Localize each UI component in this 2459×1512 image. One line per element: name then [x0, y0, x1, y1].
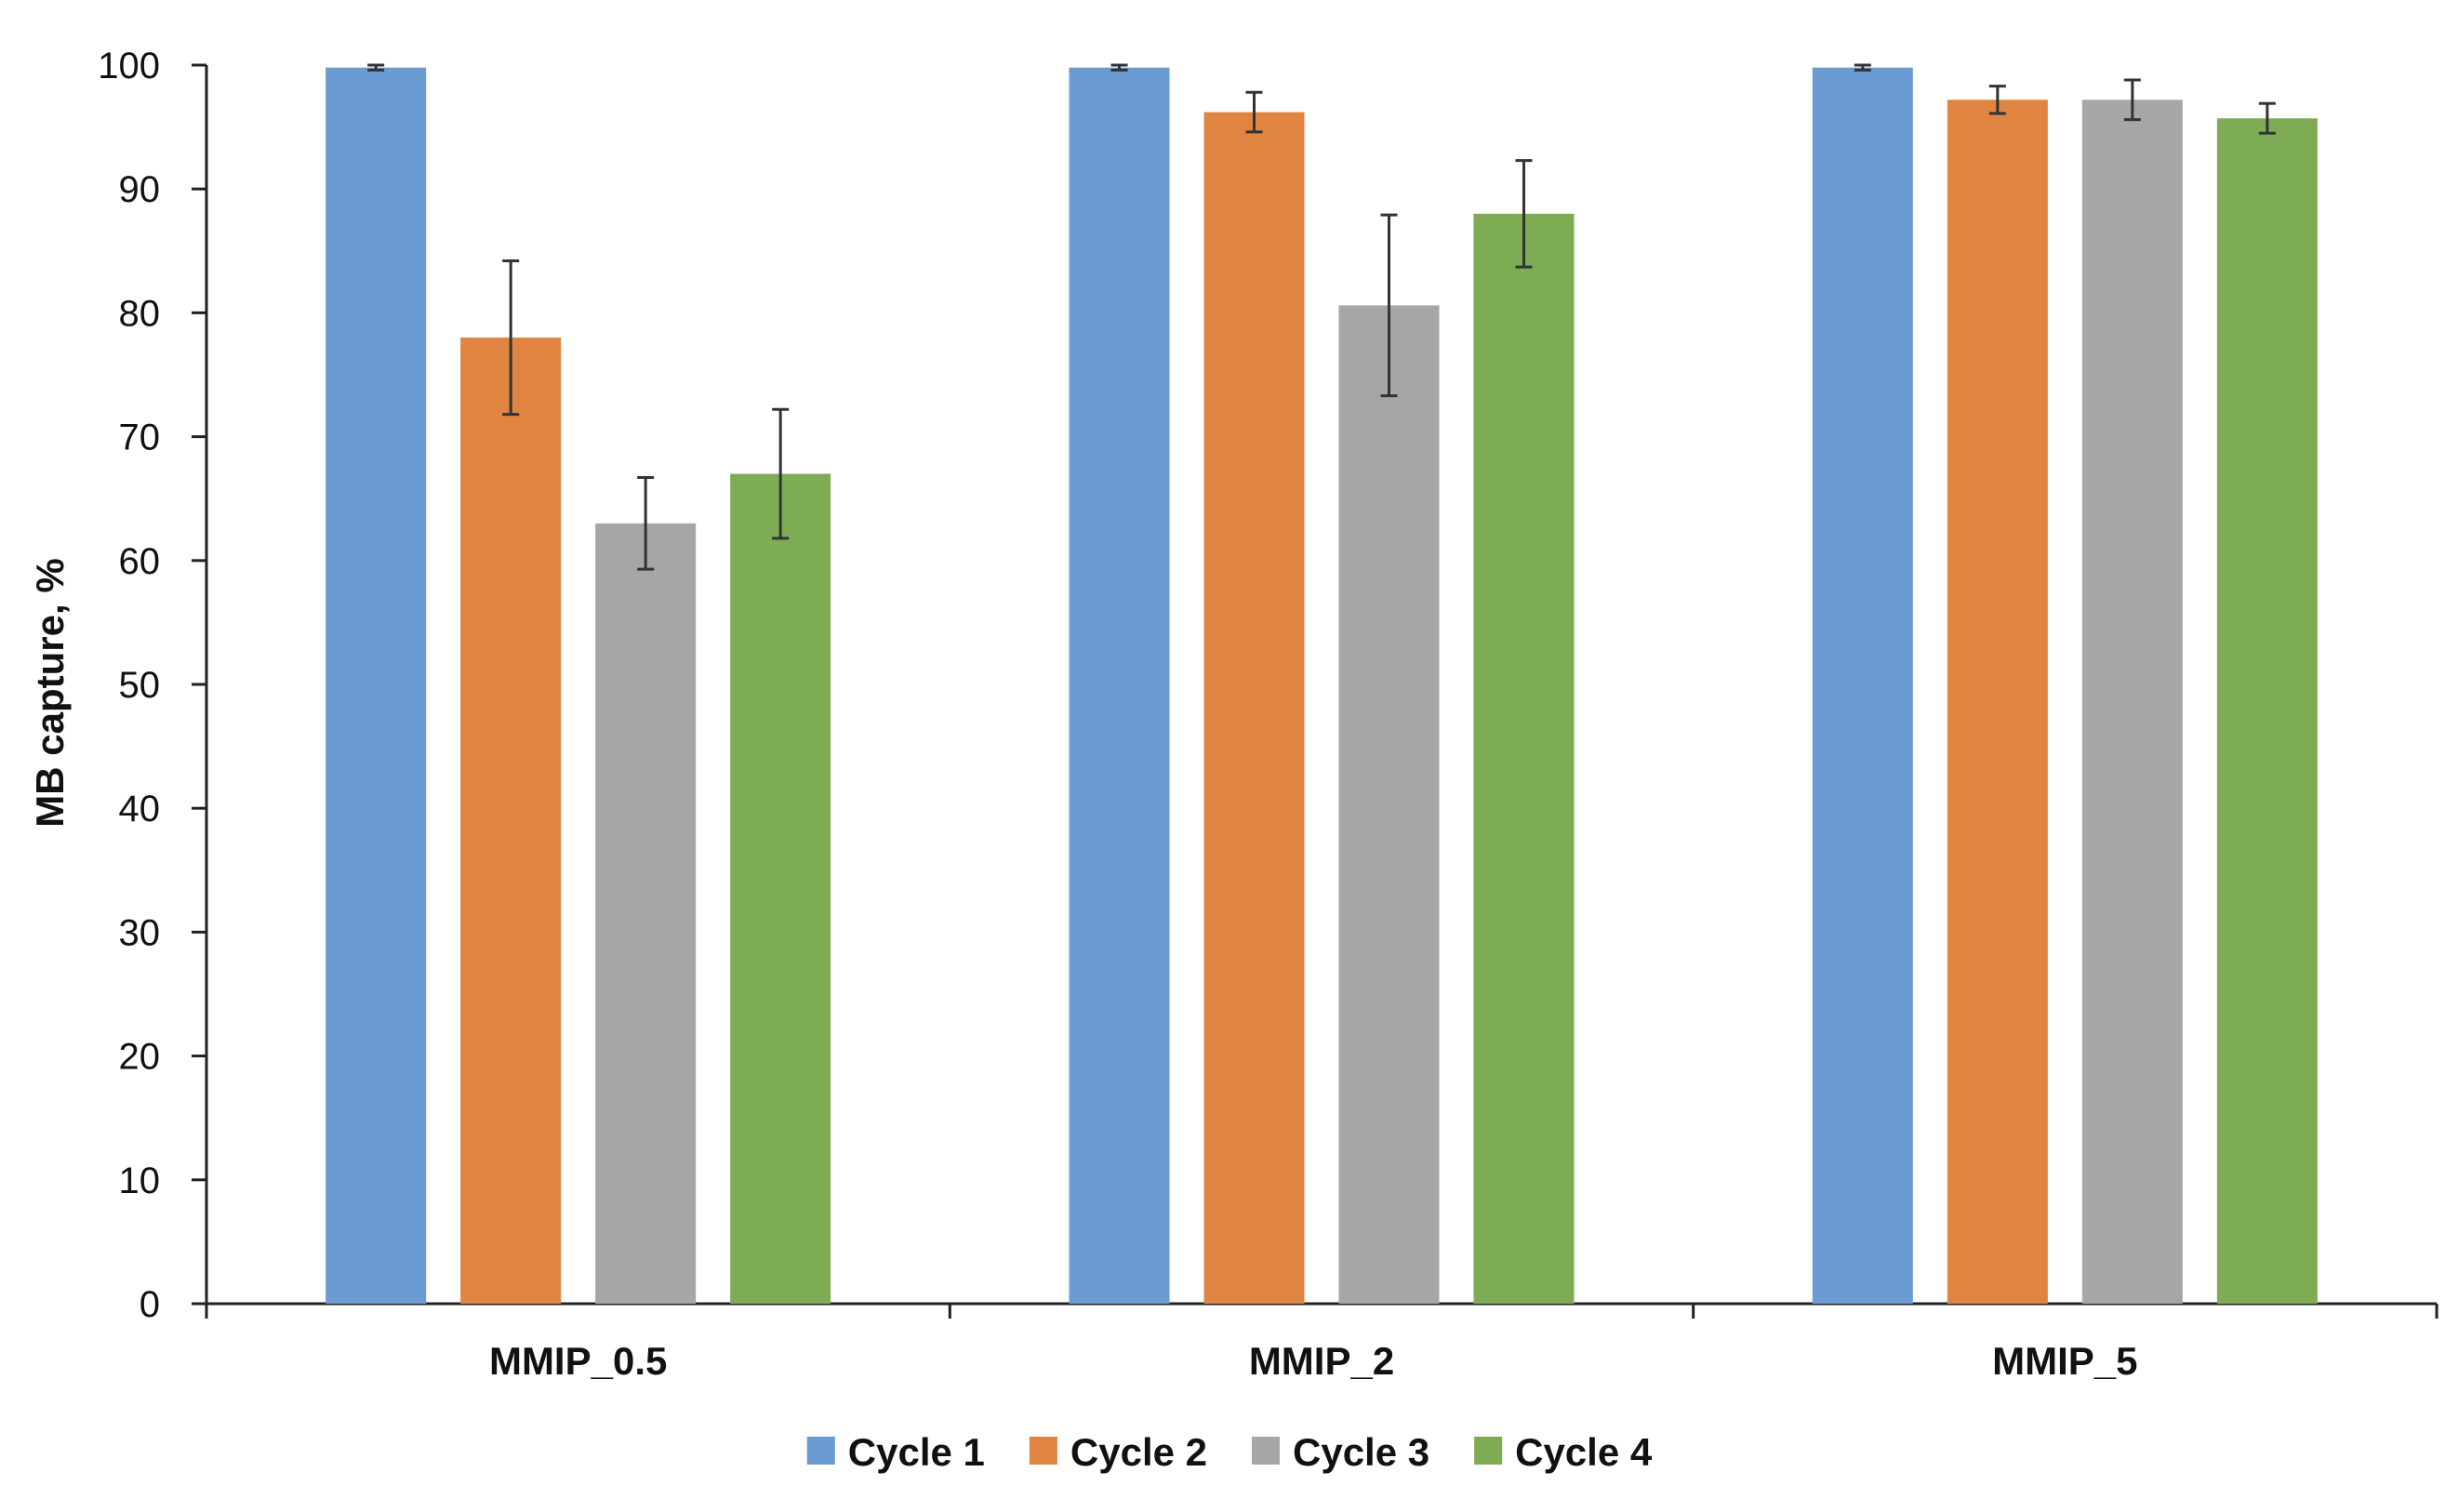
- y-tick-label: 30: [119, 912, 161, 953]
- y-tick-label: 80: [119, 293, 161, 334]
- x-tick-label: MMIP_0.5: [489, 1339, 667, 1383]
- y-axis-label: MB capture, %: [28, 558, 72, 827]
- legend-swatch: [1474, 1437, 1503, 1465]
- legend-swatch: [1029, 1437, 1057, 1465]
- bars: [326, 67, 2318, 1305]
- bar: [730, 473, 831, 1304]
- bar: [326, 67, 427, 1304]
- legend-label: Cycle 1: [848, 1430, 985, 1474]
- bar: [1473, 213, 1575, 1305]
- bar: [1947, 99, 2048, 1304]
- y-tick-label: 90: [119, 169, 161, 210]
- axes: 0 10 20 30 40 50 60 70 80 90 100 MMIP_0.5 MMIP_2 MMIP…: [98, 46, 2439, 1383]
- y-tick-label: 60: [119, 541, 161, 582]
- y-tick-label: 50: [119, 665, 161, 706]
- x-tick-label: MMIP_5: [1992, 1339, 2137, 1383]
- legend-label: Cycle 4: [1515, 1430, 1653, 1474]
- x-tick-label: MMIP_2: [1249, 1339, 1394, 1383]
- axis-labels: MB capture, %: [28, 558, 72, 827]
- y-tick-label: 70: [119, 418, 161, 458]
- y-tick-label: 100: [98, 46, 160, 86]
- legend: Cycle 1 Cycle 2 Cycle 3 Cycle 4: [806, 1430, 1653, 1474]
- bar: [1203, 112, 1305, 1305]
- y-tick-label: 0: [140, 1284, 160, 1325]
- error-bars: [367, 63, 2276, 571]
- bar: [2081, 99, 2183, 1304]
- y-tick-label: 20: [119, 1037, 161, 1078]
- legend-label: Cycle 2: [1070, 1430, 1207, 1474]
- bar: [1812, 67, 1913, 1304]
- legend-label: Cycle 3: [1293, 1430, 1429, 1474]
- bar: [2216, 118, 2318, 1304]
- legend-swatch: [1252, 1437, 1280, 1465]
- legend-swatch: [806, 1437, 835, 1465]
- bar: [1069, 67, 1170, 1304]
- y-tick-label: 40: [119, 789, 161, 829]
- bar: [595, 523, 697, 1304]
- bar: [460, 338, 562, 1304]
- y-tick-label: 10: [119, 1161, 161, 1201]
- bar: [1338, 305, 1440, 1305]
